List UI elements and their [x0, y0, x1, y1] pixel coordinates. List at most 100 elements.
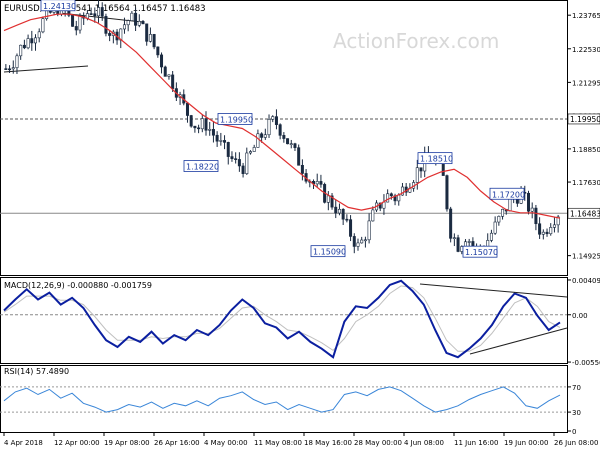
rsi-panel-frame	[0, 365, 568, 433]
candle-body	[489, 232, 493, 241]
time-tick-label: 11 May 08:00	[254, 439, 302, 447]
annotation-label: 1.24130	[43, 2, 76, 11]
macd-tick-label: 0.00	[572, 312, 588, 320]
rsi-tick-label: 30	[572, 409, 581, 417]
candle-body	[15, 55, 19, 68]
annotation-box	[310, 245, 346, 258]
time-tick-label: 19 Apr 08:00	[104, 439, 150, 447]
candle-body	[104, 16, 108, 34]
candle-body	[334, 206, 338, 214]
candle-body	[71, 14, 75, 27]
candle-body	[467, 241, 471, 243]
price-tick-label: 1.22530	[572, 46, 600, 54]
rsi-line	[3, 386, 561, 413]
candle-body	[130, 12, 134, 21]
time-tick-label: 4 Jun 08:00	[404, 439, 444, 447]
candle-body	[441, 162, 445, 176]
price-trendline-lower	[3, 65, 89, 73]
candle-body	[30, 38, 34, 44]
rsi-tick-label: 0	[572, 428, 576, 436]
candle-body	[260, 133, 264, 138]
price-tick-label: 1.17630	[572, 179, 600, 187]
candle-body	[93, 13, 97, 17]
candle-body	[197, 127, 201, 130]
candle-body	[300, 164, 304, 174]
candle-body	[34, 37, 38, 44]
price-axis: 1.237651.225301.212951.200851.188501.176…	[567, 12, 600, 261]
macd-tick-label: 0.004094	[572, 277, 600, 285]
candle-body	[11, 67, 15, 70]
candle-body	[415, 167, 419, 183]
candle-body	[252, 147, 256, 152]
last-price-label: 1.16483	[570, 209, 600, 218]
candle-body	[452, 237, 456, 239]
level-tag: 1.19950	[567, 113, 600, 125]
annotation-box	[489, 187, 525, 200]
rsi-tick-label: 70	[572, 384, 581, 392]
candle-body	[100, 7, 104, 17]
candle-body	[286, 138, 290, 145]
annotation-label: 1.17200	[492, 190, 525, 199]
rsi-header: RSI(14) 57.4890	[4, 367, 69, 376]
candle-body	[463, 241, 467, 247]
annotation-box	[183, 160, 219, 172]
candle-body	[171, 74, 175, 89]
candle-body	[545, 231, 549, 235]
candle-body	[237, 159, 241, 167]
time-tick-label: 28 May 00:00	[354, 439, 402, 447]
candle-body	[19, 44, 23, 57]
macd-tick-label: -0.005568	[572, 359, 600, 367]
candle-body	[289, 143, 293, 145]
candle-body	[497, 216, 501, 223]
candle-body	[156, 46, 160, 56]
price-annotations: 1.24130 1.19950 1.18220 1.15090 1.18510 1.172…	[40, 0, 525, 258]
candle-body	[74, 26, 78, 31]
candle-body	[263, 134, 267, 138]
candle-body	[341, 208, 345, 220]
candle-body	[356, 242, 360, 247]
candle-body	[352, 236, 356, 247]
candle-body	[208, 129, 212, 131]
candle-body	[345, 218, 349, 221]
candle-body	[371, 209, 375, 222]
candle-body	[37, 31, 41, 39]
candle-body	[297, 147, 301, 166]
candle-body	[22, 44, 26, 49]
candle-body	[97, 7, 101, 17]
candle-body	[204, 118, 208, 131]
candle-body	[378, 202, 382, 209]
candle-body	[122, 24, 126, 30]
candle-body	[4, 68, 8, 70]
moving-average-line	[3, 13, 561, 219]
candle-body	[152, 34, 156, 48]
candle-body	[386, 193, 390, 203]
last-price-tag: 1.16483	[567, 207, 600, 219]
candle-body	[349, 219, 353, 237]
candle-body	[248, 151, 252, 154]
candle-body	[193, 125, 197, 129]
candle-body	[389, 193, 393, 197]
time-tick-label: 26 Apr 16:00	[154, 439, 200, 447]
candle-body	[167, 74, 171, 77]
annotation-label: 1.15090	[313, 248, 346, 257]
rsi-axis: 70 30 0	[567, 384, 581, 436]
candle-body	[245, 152, 249, 174]
time-tick-label: 11 Jun 16:00	[454, 439, 498, 447]
macd-axis: 0.004094 0.00 -0.005568	[567, 277, 600, 367]
candle-body	[8, 68, 12, 71]
candle-body	[493, 221, 497, 234]
candle-body	[367, 220, 371, 241]
candle-body	[501, 208, 505, 217]
candle-body	[282, 135, 286, 139]
price-tick-label: 1.23765	[572, 12, 600, 20]
macd-line	[3, 279, 561, 359]
annotation-box	[217, 113, 253, 125]
candle-body	[41, 18, 45, 33]
annotation-box	[462, 245, 498, 258]
candle-body	[141, 21, 145, 25]
macd-trendline-upper	[419, 283, 568, 298]
watermark: ActionForex.com	[333, 29, 499, 53]
candle-body	[326, 195, 330, 203]
annotation-box	[40, 0, 76, 12]
